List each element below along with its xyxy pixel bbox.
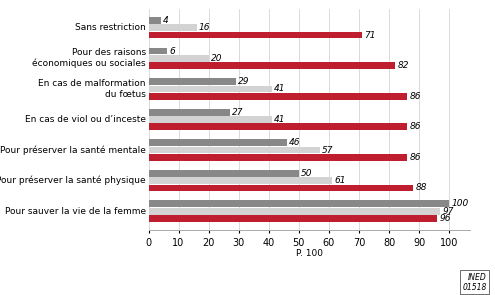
Text: 97: 97 [443, 207, 454, 216]
Bar [148, 17, 160, 24]
Text: INED
01518: INED 01518 [462, 273, 487, 292]
Text: 29: 29 [238, 77, 249, 86]
Bar [148, 147, 320, 153]
Text: 6: 6 [169, 47, 175, 55]
Text: 16: 16 [199, 23, 210, 32]
Bar [148, 170, 299, 177]
Bar [148, 201, 449, 207]
X-axis label: P. 100: P. 100 [296, 249, 323, 258]
Text: 100: 100 [451, 199, 469, 208]
Text: 41: 41 [274, 115, 286, 124]
Text: 86: 86 [409, 153, 421, 162]
Text: 71: 71 [364, 31, 376, 40]
Bar [148, 215, 437, 222]
Bar [148, 62, 395, 69]
Bar [148, 185, 413, 191]
Bar [148, 208, 440, 214]
Bar [148, 93, 407, 100]
Text: 50: 50 [301, 169, 313, 178]
Text: 41: 41 [274, 84, 286, 94]
Bar [148, 24, 197, 31]
Text: 82: 82 [397, 61, 409, 70]
Text: 20: 20 [211, 54, 223, 63]
Bar [148, 48, 166, 54]
Bar [148, 177, 332, 184]
Text: 86: 86 [409, 92, 421, 101]
Bar [148, 78, 236, 85]
Bar [148, 116, 272, 123]
Bar [148, 123, 407, 130]
Text: 57: 57 [322, 145, 334, 155]
Text: 88: 88 [415, 183, 427, 192]
Text: 27: 27 [232, 108, 244, 117]
Text: 46: 46 [289, 138, 301, 147]
Text: 86: 86 [409, 122, 421, 131]
Text: 61: 61 [334, 176, 346, 185]
Bar [148, 86, 272, 92]
Bar [148, 139, 287, 146]
Bar [148, 109, 230, 116]
Bar [148, 32, 362, 38]
Bar [148, 55, 208, 62]
Text: 4: 4 [163, 16, 169, 25]
Bar [148, 154, 407, 161]
Text: 96: 96 [440, 214, 451, 223]
